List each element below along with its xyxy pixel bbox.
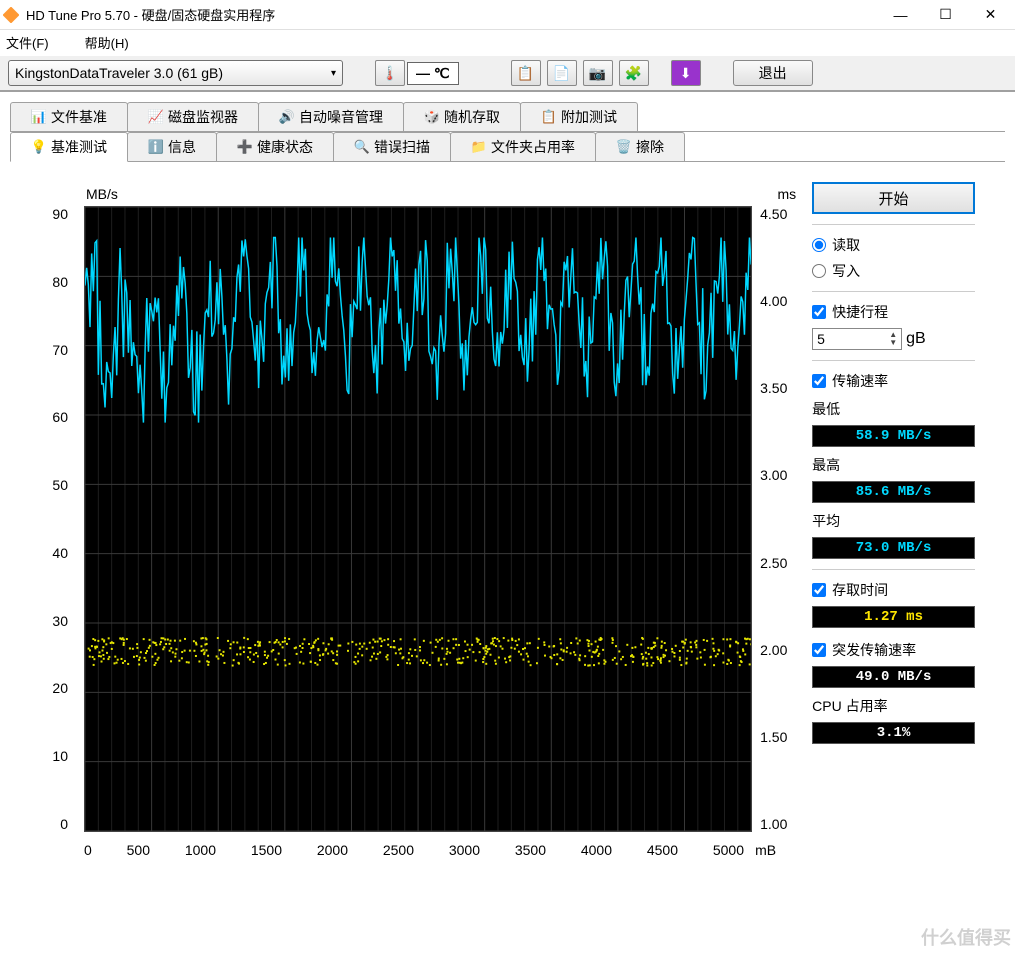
shortstroke-unit: gB xyxy=(906,330,926,348)
menubar: 文件(F) 帮助(H) xyxy=(0,30,1015,54)
save-button[interactable]: ⬇ xyxy=(671,60,701,86)
tab-错误扫描[interactable]: 🔍错误扫描 xyxy=(333,132,451,161)
tabs-row-2: 💡基准测试ℹ️信息➕健康状态🔍错误扫描📁文件夹占用率🗑️擦除 xyxy=(10,132,1005,162)
tab-擦除[interactable]: 🗑️擦除 xyxy=(595,132,685,161)
max-value: 85.6 MB/s xyxy=(812,481,975,503)
avg-value: 73.0 MB/s xyxy=(812,537,975,559)
tab-icon: 🎲 xyxy=(424,109,440,125)
menu-file[interactable]: 文件(F) xyxy=(6,33,67,52)
tab-icon: ➕ xyxy=(237,139,253,155)
minimize-button[interactable]: — xyxy=(878,1,923,29)
tab-信息[interactable]: ℹ️信息 xyxy=(127,132,217,161)
max-label: 最高 xyxy=(812,455,975,475)
close-button[interactable]: ✕ xyxy=(968,1,1013,29)
y2-ticks: 4.504.003.503.002.502.001.501.00 xyxy=(760,206,792,832)
titlebar: HD Tune Pro 5.70 - 硬盘/固态硬盘实用程序 — ☐ ✕ xyxy=(0,0,1015,30)
avg-label: 平均 xyxy=(812,511,975,531)
chart-plot xyxy=(84,206,752,832)
benchmark-chart: MB/s ms 9080706050403020100 4.504.003.50… xyxy=(40,182,800,862)
tab-icon: 🔍 xyxy=(354,139,370,155)
tab-文件夹占用率[interactable]: 📁文件夹占用率 xyxy=(450,132,596,161)
tab-icon: 📈 xyxy=(148,109,164,125)
tab-自动噪音管理[interactable]: 🔊自动噪音管理 xyxy=(258,102,404,131)
copy-info-button[interactable]: 📄 xyxy=(547,60,577,86)
drive-label: KingstonDataTraveler 3.0 (61 gB) xyxy=(15,65,223,81)
window-title: HD Tune Pro 5.70 - 硬盘/固态硬盘实用程序 xyxy=(26,5,878,24)
tab-随机存取[interactable]: 🎲随机存取 xyxy=(403,102,521,131)
y1-axis-label: MB/s xyxy=(86,186,118,202)
shortstroke-check[interactable]: 快捷行程 xyxy=(812,302,975,322)
screenshot-button[interactable]: 📷 xyxy=(583,60,613,86)
tab-icon: 📊 xyxy=(31,109,47,125)
temp-display: — ℃ xyxy=(407,62,459,85)
app-icon xyxy=(2,6,20,24)
x-ticks: 0500100015002000250030003500400045005000 xyxy=(84,842,744,858)
burst-value: 49.0 MB/s xyxy=(812,666,975,688)
tab-icon: 💡 xyxy=(31,139,47,155)
tab-健康状态[interactable]: ➕健康状态 xyxy=(216,132,334,161)
y2-axis-label: ms xyxy=(777,186,796,202)
sidebar: 开始 读取 写入 快捷行程 5 ▲▼ gB 传输速率 最低 58.9 MB/s … xyxy=(812,182,975,862)
x-axis-label: mB xyxy=(755,842,776,858)
start-button[interactable]: 开始 xyxy=(812,182,975,214)
transfer-check[interactable]: 传输速率 xyxy=(812,371,975,391)
write-radio[interactable]: 写入 xyxy=(812,261,975,281)
tab-icon: 🗑️ xyxy=(616,139,632,155)
shortstroke-spinner[interactable]: 5 ▲▼ xyxy=(812,328,902,350)
toolbar: KingstonDataTraveler 3.0 (61 gB) ▾ 🌡️ — … xyxy=(8,60,1007,86)
tab-磁盘监视器[interactable]: 📈磁盘监视器 xyxy=(127,102,259,131)
drive-select[interactable]: KingstonDataTraveler 3.0 (61 gB) ▾ xyxy=(8,60,343,86)
burst-check[interactable]: 突发传输速率 xyxy=(812,640,975,660)
tab-基准测试[interactable]: 💡基准测试 xyxy=(10,132,128,162)
min-value: 58.9 MB/s xyxy=(812,425,975,447)
tab-附加测试[interactable]: 📋附加测试 xyxy=(520,102,638,131)
tabs-row-1: 📊文件基准📈磁盘监视器🔊自动噪音管理🎲随机存取📋附加测试 xyxy=(10,102,1005,132)
exit-button[interactable]: 退出 xyxy=(733,60,813,86)
temp-icon-button[interactable]: 🌡️ xyxy=(375,60,405,86)
cpu-label: CPU 占用率 xyxy=(812,696,975,716)
spinner-arrows-icon[interactable]: ▲▼ xyxy=(889,331,897,347)
tab-icon: 🔊 xyxy=(279,109,295,125)
access-check[interactable]: 存取时间 xyxy=(812,580,975,600)
tab-文件基准[interactable]: 📊文件基准 xyxy=(10,102,128,131)
read-radio[interactable]: 读取 xyxy=(812,235,975,255)
tab-icon: ℹ️ xyxy=(148,139,164,155)
chevron-down-icon: ▾ xyxy=(331,68,336,79)
min-label: 最低 xyxy=(812,399,975,419)
tab-icon: 📁 xyxy=(471,139,487,155)
maximize-button[interactable]: ☐ xyxy=(923,1,968,29)
tab-icon: 📋 xyxy=(541,109,557,125)
access-value: 1.27 ms xyxy=(812,606,975,628)
copy-button[interactable]: 📋 xyxy=(511,60,541,86)
y1-ticks: 9080706050403020100 xyxy=(48,206,68,832)
menu-help[interactable]: 帮助(H) xyxy=(85,33,147,52)
settings-button[interactable]: 🧩 xyxy=(619,60,649,86)
cpu-value: 3.1% xyxy=(812,722,975,744)
watermark: 什么值得买 xyxy=(921,924,1011,950)
